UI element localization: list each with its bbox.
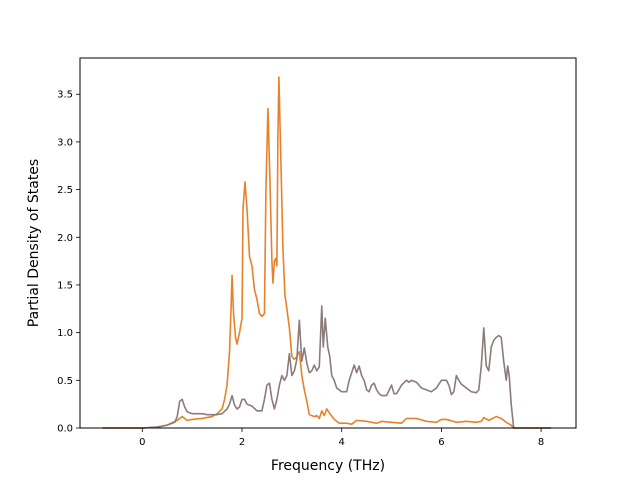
series-line-2 [102,305,552,429]
x-tick-label: 0 [139,437,145,448]
x-tick-label: 4 [339,437,345,448]
y-tick-label: 2.0 [57,233,73,244]
tick-layer: 0 2 4 6 8 0.0 0.5 1.0 1.5 2.0 2.5 3.0 3.5 [57,90,544,448]
x-tick-label: 6 [438,437,444,448]
y-tick-label: 0.5 [57,376,73,387]
x-tick-label: 2 [239,437,245,448]
y-tick-label: 1.5 [57,280,73,291]
series-layer [102,76,552,429]
x-tick-label: 8 [538,437,544,448]
y-tick-label: 1.0 [57,328,73,339]
plot-area [80,58,576,428]
y-tick-label: 3.5 [57,90,73,101]
y-tick-label: 3.0 [57,137,73,148]
x-axis-label: Frequency (THz) [271,458,385,474]
plot-frame [79,57,577,429]
series-line-1 [102,76,552,429]
y-tick-label: 0.0 [57,424,73,435]
y-axis-label: Partial Density of States [26,159,42,327]
y-tick-label: 2.5 [57,185,73,196]
